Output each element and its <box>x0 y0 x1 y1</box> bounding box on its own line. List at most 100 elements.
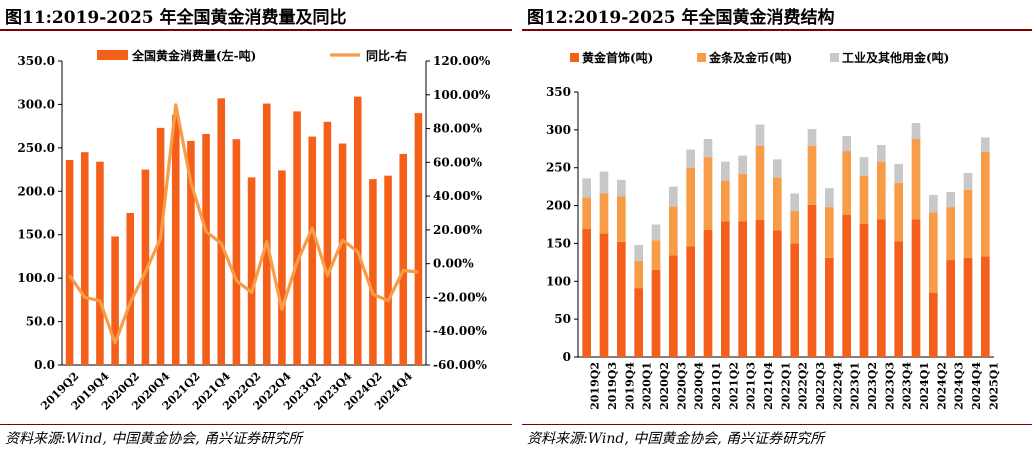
x-tick-label: 2019Q2 <box>589 362 602 410</box>
bar-coin-bar-segment <box>686 167 695 247</box>
left-y-tick-label: 50.0 <box>26 315 55 329</box>
jewelry-bar-segment <box>877 219 886 357</box>
jewelry-bar-segment <box>911 219 921 357</box>
industrial-bar-segment <box>929 194 938 213</box>
bar-coin-bar-segment <box>599 193 609 234</box>
x-tick-label: 2020Q2 <box>658 362 671 410</box>
industrial-bar-segment <box>842 135 851 152</box>
consumption-bar <box>399 153 408 365</box>
right-source-rule <box>522 424 1032 425</box>
left-y-tick-label: 250.0 <box>17 141 55 155</box>
consumption-bar <box>369 179 377 365</box>
y-tick-label: 150 <box>546 236 571 250</box>
x-tick-label: 2021Q4 <box>762 362 775 410</box>
jewelry-bar-segment <box>894 241 903 357</box>
industrial-bar-segment <box>773 159 782 178</box>
consumption-bar <box>308 136 317 365</box>
x-tick-label: 2020Q4 <box>693 362 706 410</box>
x-tick-label: 2022Q2 <box>797 362 810 410</box>
industrial-bar-segment <box>825 188 834 208</box>
jewelry-bar-segment <box>981 256 990 357</box>
jewelry-bar-segment <box>859 223 869 357</box>
industrial-bar-segment <box>686 149 695 168</box>
left-source-rule <box>0 424 512 425</box>
right-y-tick-label: 100.00% <box>433 88 491 102</box>
bar-coin-bar-segment <box>773 177 782 231</box>
right-y-tick-label: 40.00% <box>433 189 483 203</box>
left-chart-svg: 0.0 50.0 100.0 150.0 200.0 250.0 300.0 350.0 -60… <box>17 48 491 413</box>
x-tick-label: 2023Q1 <box>849 362 862 410</box>
y-tick-label: 0 <box>563 350 571 364</box>
consumption-bar <box>171 114 180 365</box>
x-tick-label: 2024Q2 <box>935 362 948 410</box>
consumption-bar <box>247 177 256 365</box>
right-chart-svg: 0 50 100 150 200 250 300 350 2019Q2 2019Q3 2019Q4 2… <box>546 50 1000 410</box>
bar-coin-bar-segment <box>703 157 713 230</box>
x-tick-label: 2020Q3 <box>675 362 688 410</box>
legend-swatch-bar-coin <box>697 53 706 62</box>
right-y-tick-label: 80.00% <box>433 122 483 136</box>
x-tick-label: 2021Q3 <box>745 362 758 410</box>
consumption-bar <box>338 143 347 365</box>
bar-coin-bar-segment <box>738 173 747 222</box>
x-tick-label: 2019Q3 <box>606 362 619 410</box>
x-tick-label: 2021Q1 <box>710 362 723 410</box>
consumption-bar <box>187 140 195 365</box>
left-title-rule <box>0 29 512 31</box>
left-y-tick-label: 200.0 <box>17 184 55 198</box>
industrial-bar-segment <box>981 137 990 152</box>
bar-coin-bar-segment <box>842 151 851 215</box>
jewelry-bar-segment <box>807 204 817 357</box>
consumption-bar <box>278 170 286 365</box>
industrial-bar-segment <box>946 191 955 208</box>
jewelry-bar-segment <box>669 255 678 357</box>
legend-swatch-industrial <box>830 53 839 62</box>
industrial-bar-segment <box>703 138 713 158</box>
consumption-bar <box>65 160 74 365</box>
industrial-bar-segment <box>651 224 661 241</box>
bar-coin-bar-segment <box>634 260 643 289</box>
consumption-bar <box>217 98 226 365</box>
industrial-bar-segment <box>790 193 799 211</box>
y-tick-label: 200 <box>546 199 571 213</box>
right-title-rule <box>522 29 1032 31</box>
left-y-tick-label: 100.0 <box>17 271 55 285</box>
jewelry-bar-segment <box>755 219 765 357</box>
jewelry-bar-segment <box>721 221 730 357</box>
right-chart-title: 图12:2019-2025 年全国黄金消费结构 <box>527 8 835 28</box>
right-y-tick-label: 120.00% <box>433 54 491 68</box>
left-y-tick-label: 0.0 <box>34 358 55 372</box>
right-y-tick-label: 0.00% <box>433 257 474 271</box>
legend-label-consumption: 全国黄金消费量(左-吨) <box>131 48 256 63</box>
consumption-bar <box>111 236 119 365</box>
industrial-bar-segment <box>721 161 730 181</box>
bar-coin-bar-segment <box>617 196 626 242</box>
legend-swatch-jewelry <box>570 53 579 62</box>
consumption-bar <box>202 133 210 365</box>
bar-coin-bar-segment <box>755 145 765 220</box>
jewelry-bar-segment <box>773 230 782 357</box>
jewelry-bar-segment <box>686 246 695 357</box>
right-source-note: 资料来源:Wind, 中国黄金协会, 甬兴证券研究所 <box>527 431 825 447</box>
industrial-bar-segment <box>859 157 869 177</box>
bar-coin-bar-segment <box>911 138 921 220</box>
y-tick-label: 250 <box>546 161 571 175</box>
x-tick-label: 2021Q2 <box>727 362 740 410</box>
x-tick-label: 2023Q4 <box>901 362 914 410</box>
x-tick-label: 2019Q4 <box>623 362 636 410</box>
x-tick-label: 2022Q1 <box>779 362 792 410</box>
right-y-tick-label: -40.00% <box>433 324 488 338</box>
consumption-bar <box>384 175 392 365</box>
x-tick-label: 2022Q4 <box>831 362 844 410</box>
bar-coin-bar-segment <box>807 145 817 205</box>
jewelry-bar-segment <box>929 292 938 357</box>
bar-coin-bar-segment <box>790 210 799 244</box>
x-tick-label: 2024Q3 <box>953 362 966 410</box>
y-tick-label: 100 <box>546 274 571 288</box>
bar-coin-bar-segment <box>929 212 938 293</box>
legend-label-bar-coin: 金条及金币(吨) <box>708 50 792 65</box>
bar-coin-bar-segment <box>582 197 591 230</box>
y-tick-label: 350 <box>546 85 571 99</box>
jewelry-bar-segment <box>651 269 661 357</box>
left-panel: 图11:2019-2025 年全国黄金消费量及同比 0.0 50.0 100.0 15… <box>0 0 512 453</box>
